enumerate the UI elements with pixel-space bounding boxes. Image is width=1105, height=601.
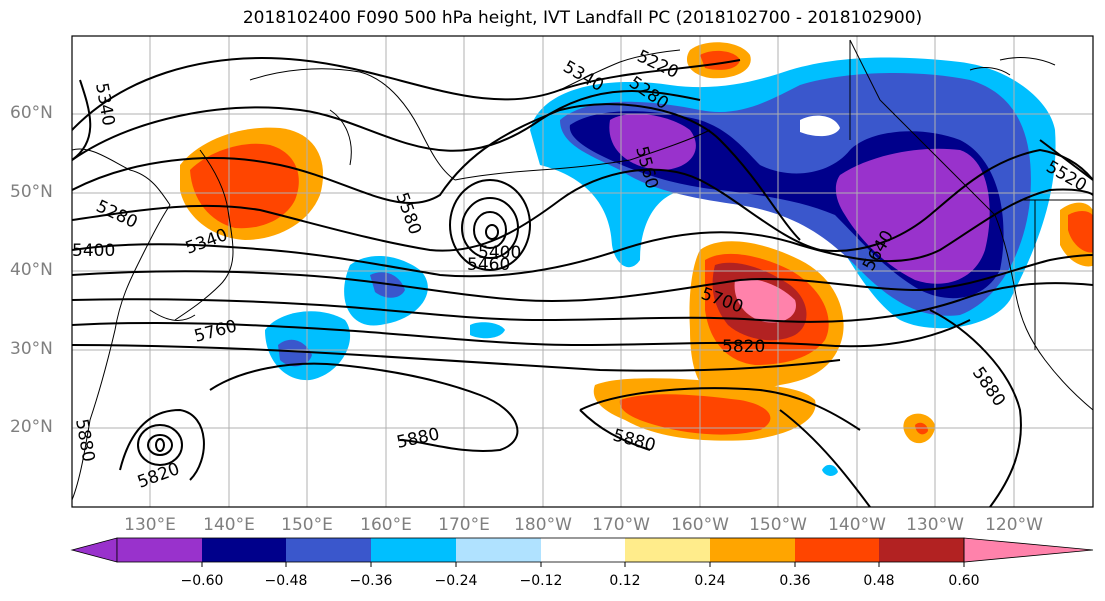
lat-label: 40°N: [10, 260, 53, 280]
lon-label: 170°E: [438, 515, 490, 535]
colorbar-segment: [795, 538, 879, 562]
lon-label: 170°W: [592, 515, 650, 535]
contour-label: 5820: [722, 337, 765, 357]
lat-label: 50°N: [10, 182, 53, 202]
colorbar-tick-label: −0.48: [264, 573, 308, 589]
colorbar-segment: [710, 538, 795, 562]
lon-label: 120°W: [985, 515, 1043, 535]
lon-label: 140°W: [828, 515, 886, 535]
contour-label: 5280: [93, 196, 141, 232]
contour-label: 5880: [968, 363, 1009, 410]
contour-label: 5400: [478, 243, 521, 263]
lon-label: 160°E: [360, 515, 412, 535]
colorbar-tick-label: −0.24: [434, 573, 478, 589]
lat-label: 60°N: [10, 103, 53, 123]
colorbar-max-extend: [963, 537, 1094, 563]
lon-label: 150°E: [281, 515, 333, 535]
lat-label: 30°N: [10, 339, 53, 359]
colorbar-segment: [456, 538, 541, 562]
contour-label: 5760: [192, 316, 239, 347]
colorbar-tick-label: 0.36: [779, 573, 811, 589]
colorbar-segment: [371, 538, 456, 562]
colorbar-tick-label: 0.24: [694, 573, 726, 589]
colorbar-tick-label: −0.36: [349, 573, 393, 589]
lon-label: 130°E: [124, 515, 176, 535]
lon-label: 180°W: [514, 515, 572, 535]
colorbar-segment: [202, 538, 286, 562]
contour-label: 5340: [183, 225, 230, 259]
map-frame: [71, 35, 1094, 508]
contour-label: 5880: [395, 424, 441, 453]
colorbar: [70, 537, 1094, 567]
colorbar-min-extend: [70, 537, 118, 563]
colorbar-segment: [625, 538, 710, 562]
contour-label: 5400: [72, 241, 115, 261]
contour-label: 5880: [71, 417, 98, 463]
lon-label: 160°W: [671, 515, 729, 535]
colorbar-tick-label: 0.12: [609, 573, 641, 589]
lon-label: 140°E: [203, 515, 255, 535]
colorbar-segment: [286, 538, 371, 562]
colorbar-tick-label: 0.48: [863, 573, 895, 589]
lon-label: 130°W: [906, 515, 964, 535]
colorbar-tick-label: −0.12: [519, 573, 563, 589]
ivt-shading: [72, 36, 1093, 507]
map-title: 2018102400 F090 500 hPa height, IVT Land…: [242, 8, 923, 28]
contour-label: 5460: [467, 255, 510, 275]
colorbar-segment: [879, 538, 964, 562]
colorbar-segment: [541, 538, 625, 562]
lon-label: 150°W: [749, 515, 807, 535]
colorbar-tick-label: −0.60: [180, 573, 224, 589]
colorbar-tick-label: 0.60: [948, 573, 980, 589]
contour-label: 5580: [391, 190, 425, 237]
contour-label: 5340: [91, 81, 118, 127]
colorbar-segment: [117, 538, 202, 562]
lat-label: 20°N: [10, 417, 53, 437]
